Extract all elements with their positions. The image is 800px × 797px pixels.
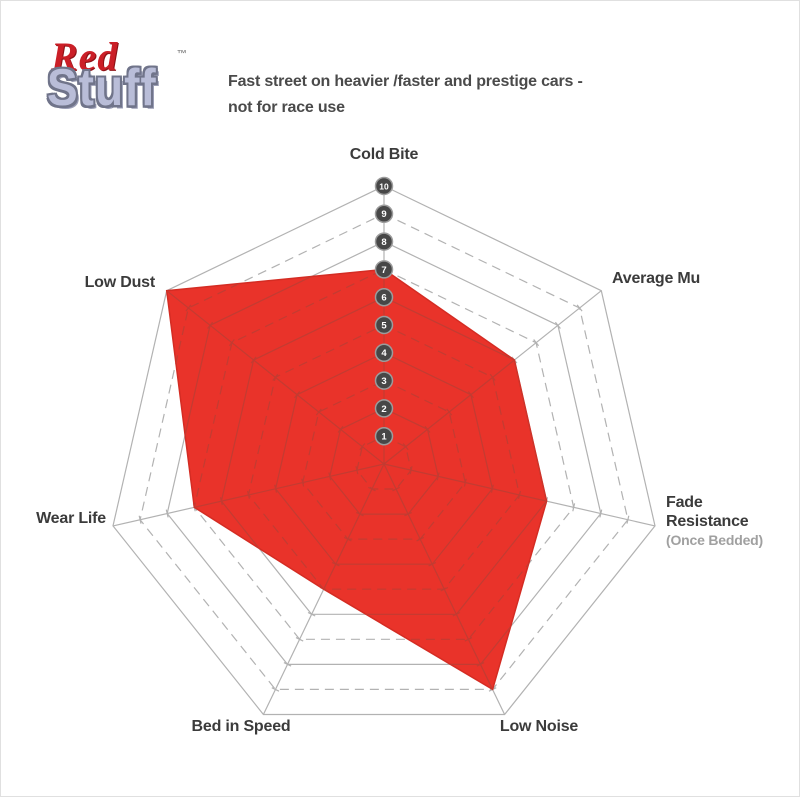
radar-scale-marker-label: 9 [381,209,386,220]
radar-axis-tick [228,339,235,347]
radar-axis-tick [424,425,431,433]
radar-axis-tick [576,304,583,312]
axis-label-fade-resistance-main: Fade Resistance [666,494,749,530]
radar-grid-ring [329,407,439,515]
radar-axis-tick [165,509,169,518]
radar-scale-marker [374,287,394,307]
radar-axis-tick [283,662,292,667]
radar-axis-tick [207,321,214,329]
radar-axis-tick [490,484,494,493]
radar-scale-marker [374,343,394,363]
radar-grid-ring [274,352,494,565]
radar-axis-tick [404,511,412,517]
radar-axis-tick [489,373,496,381]
radar-axis-tick [368,486,376,492]
radar-axis-tick [440,586,449,592]
radar-axis-tick [436,472,440,481]
radar-axis-tick [428,561,437,567]
radar-axis-tick [554,321,561,329]
radar-axis-tick [294,391,301,399]
radar-axis-tick [301,478,305,487]
radar-axis-tick [295,637,304,642]
radar-scale-marker-label: 4 [381,348,387,359]
radar-axis-tick [337,425,344,433]
radar-axis-tick [402,443,409,451]
radar-scale-marker-label: 7 [381,265,386,276]
radar-grid-ring [112,185,656,716]
description-line-2: not for race use [228,99,345,116]
radar-scale-marker [374,371,394,390]
radar-scale-marker [374,260,394,279]
radar-grid-ring [356,435,412,490]
axis-label-wear-life: Wear Life [36,510,106,527]
radar-axis-tick [307,611,316,617]
radar-axis-tick [185,304,192,312]
radar-axis-tick [599,509,603,518]
radar-grid-ring [247,324,521,590]
radar-scale-marker [374,204,394,224]
radar-axis-tick [463,478,467,487]
radar-scale-marker-label: 1 [381,432,387,443]
radar-axis-tick [247,490,250,499]
radar-axis-tick [626,515,630,524]
axis-label-fade-resistance-sub: (Once Bedded) [666,532,763,548]
radar-axis-tick [315,408,322,416]
radar-axis-tick [356,511,364,517]
radar-axis-tick [464,637,473,642]
axis-label-low-noise: Low Noise [499,718,579,735]
radar-grid-ring [220,296,547,615]
radar-scale-marker [374,315,394,335]
radar-axis-tick [271,687,280,692]
radar-scale-marker [374,176,394,196]
redstuff-logo: Red ™ Stuff [47,34,197,130]
axis-label-cold-bite: Cold Bite [349,146,419,163]
radar-axis-tick [518,490,521,499]
radar-series-polygon [165,268,548,691]
radar-axis-tick [533,339,540,347]
axis-label-average-mu: Average Mu [612,270,701,287]
radar-axis-tick [328,472,332,481]
radar-grid-ring [166,269,547,690]
radar-scale-marker [374,399,394,418]
radar-scale-marker [374,232,394,251]
radar-axis-tick [476,662,485,667]
radar-grid-ring [302,379,466,540]
radar-scale-marker-label: 5 [381,320,387,331]
axis-label-bed-in-speed: Bed in Speed [191,718,291,735]
radar-axis-tick [219,497,223,506]
axis-label-low-dust: Low Dust [84,274,156,291]
radar-axis-tick [274,484,278,493]
radar-scale-marker-label: 3 [381,376,386,387]
description-line-1: Fast street on heavier /faster and prest… [228,73,583,90]
logo-stuff-text: Stuff [47,58,157,117]
radar-axis-tick [343,536,352,542]
radar-axis-tick [355,466,359,475]
radar-axis-tick [138,515,142,524]
radar-axis-tick [572,503,576,512]
radar-scale-marker [374,426,394,446]
radar-axis-tick [409,466,413,475]
radar-axis-tick [272,373,279,381]
radar-axis-tick [467,391,474,399]
radar-axis-tick [452,611,461,617]
radar-scale-marker-label: 10 [379,181,389,191]
radar-axis-tick [331,561,340,567]
radar-axis-tick [392,486,400,492]
radar-scale-marker-label: 6 [381,293,386,304]
logo-red-text: Red [51,34,119,79]
radar-axis-tick [446,408,453,416]
radar-grid-ring [193,268,575,640]
radar-axis-tick [416,536,425,542]
trademark-symbol: ™ [177,49,187,60]
radar-axis-tick [250,356,257,364]
product-description: Fast street on heavier /faster and prest… [228,69,698,121]
radar-scale-marker-label: 2 [381,404,386,415]
radar-scale-marker-label: 8 [381,237,386,248]
axis-label-fade-resistance: Fade Resistance (Once Bedded) [666,493,766,550]
radar-axis-tick [359,443,366,451]
